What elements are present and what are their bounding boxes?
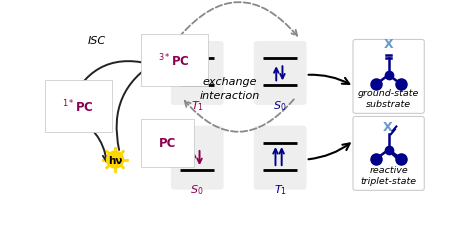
Circle shape [107, 151, 124, 168]
Circle shape [107, 152, 123, 168]
Text: hν: hν [108, 156, 122, 166]
Text: $T_1$: $T_1$ [191, 99, 204, 112]
Text: ground-state
substrate: ground-state substrate [358, 89, 419, 109]
FancyBboxPatch shape [254, 42, 307, 105]
Text: $^{3*}$PC: $^{3*}$PC [158, 52, 190, 69]
FancyBboxPatch shape [254, 126, 307, 190]
Text: $T_1$: $T_1$ [273, 183, 287, 197]
Text: reactive
triplet-state: reactive triplet-state [361, 165, 417, 185]
FancyBboxPatch shape [353, 117, 424, 190]
Text: X: X [384, 38, 393, 51]
Text: $S_0$: $S_0$ [273, 99, 287, 112]
FancyBboxPatch shape [171, 42, 224, 105]
Text: ISC: ISC [87, 35, 106, 45]
Text: exchange
interaction: exchange interaction [200, 77, 260, 101]
Text: $^{1*}$PC: $^{1*}$PC [63, 98, 94, 115]
FancyBboxPatch shape [353, 40, 424, 114]
Text: PC: PC [158, 137, 176, 150]
Text: $S_0$: $S_0$ [191, 183, 204, 197]
Text: X: X [383, 120, 392, 133]
FancyBboxPatch shape [171, 126, 224, 190]
